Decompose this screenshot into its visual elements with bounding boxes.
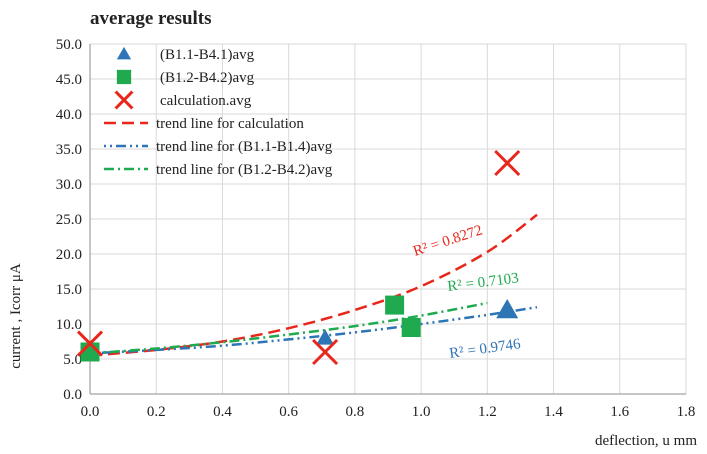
data-point-cross (494, 149, 521, 177)
y-tick-label: 45.0 (56, 72, 82, 88)
x-tick-label: 0.8 (346, 404, 365, 420)
y-tick-label: 10.0 (56, 317, 82, 333)
y-axis-label: current , Icorr μA (8, 263, 24, 369)
x-tick-label: 1.0 (412, 404, 431, 420)
y-tick-label: 20.0 (56, 247, 82, 263)
legend-label: calculation.avg (160, 93, 252, 109)
trend-line-1 (89, 213, 538, 357)
legend-label: trend line for (B1.2-B4.2)avg (156, 162, 333, 178)
y-tick-label: 35.0 (56, 142, 82, 158)
axes (89, 44, 686, 395)
trend-line-2 (89, 305, 538, 355)
r2-label-2: R² = 0.9746 (448, 336, 522, 362)
x-tick-label: 1.8 (677, 404, 696, 420)
y-tick-label: 15.0 (56, 282, 82, 298)
legend-label: (B1.2-B4.2)avg (160, 70, 255, 86)
trend-lines (89, 213, 538, 357)
data-points (76, 149, 521, 366)
trend-line-3 (89, 301, 488, 355)
x-tick-label: 1.4 (544, 404, 563, 420)
data-point-cross (76, 330, 104, 357)
legend-marker-triangle (116, 46, 132, 60)
y-tick-label: 30.0 (56, 177, 82, 193)
legend-label: trend line for (B1.1-B1.4)avg (156, 139, 333, 155)
y-tick-label: 5.0 (63, 352, 82, 368)
legend-label: (B1.1-B4.1)avg (160, 47, 255, 63)
x-tick-label: 0.6 (279, 404, 298, 420)
legend: (B1.1-B4.1)avg (B1.2-B4.2)avg calculation.… (104, 46, 333, 178)
r2-label-3: R² = 0.7103 (447, 270, 520, 295)
legend-label: trend line for calculation (156, 116, 304, 132)
x-tick-label: 0.2 (147, 404, 166, 420)
tick-labels: 0.0 5.0 10.0 15.0 20.0 25.0 30.0 35.0 40.0 45.0 50… (56, 37, 696, 420)
data-point-square (385, 295, 405, 315)
data-point-cross (312, 338, 339, 366)
y-tick-label: 40.0 (56, 107, 82, 123)
x-tick-label: 1.6 (610, 404, 629, 420)
x-tick-label: 1.2 (478, 404, 497, 420)
chart-title: average results (90, 8, 212, 29)
x-tick-label: 0.4 (213, 404, 232, 420)
x-axis-label: deflection, u mm (595, 433, 697, 449)
data-point-square (401, 318, 421, 337)
legend-marker-square (116, 69, 132, 85)
y-tick-label: 50.0 (56, 37, 82, 53)
y-tick-label: 0.0 (63, 387, 82, 403)
legend-marker-cross (114, 90, 134, 110)
x-tick-label: 0.0 (81, 404, 100, 420)
data-point-triangle (496, 299, 519, 319)
data-point-triangle (316, 329, 334, 345)
y-tick-label: 25.0 (56, 212, 82, 228)
